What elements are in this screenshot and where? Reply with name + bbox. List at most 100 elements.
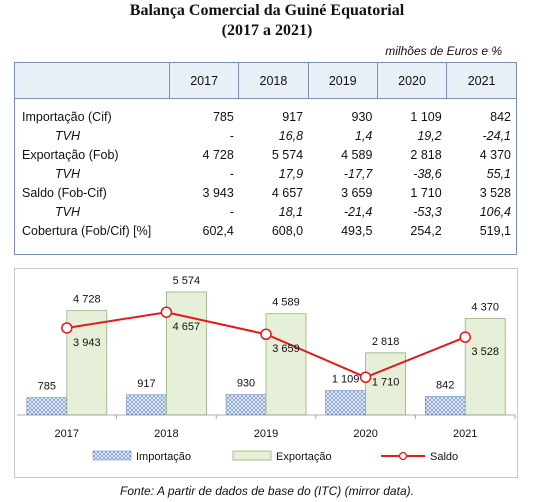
label-exportacao: 2 818: [372, 336, 400, 348]
table-cell: -17,7: [343, 166, 373, 181]
label-exportacao: 5 574: [173, 275, 201, 287]
header-year: 2017: [168, 63, 239, 99]
label-exportacao: 4 589: [272, 297, 300, 309]
row-label: Importação (Cif): [22, 109, 112, 124]
table-spacer-row: [15, 99, 516, 108]
bar-importacao: [424, 396, 466, 416]
legend-swatch-exportacao: [232, 450, 272, 461]
bar-exportacao: [66, 310, 108, 416]
table-cell: 493,5: [341, 223, 373, 238]
x-axis-tick-label: 2021: [453, 428, 477, 440]
label-importacao: 1 109: [332, 374, 360, 386]
table-cell: 18,1: [278, 204, 304, 219]
label-importacao: 785: [38, 381, 56, 393]
table-cell: 930: [351, 109, 373, 124]
table-cell: 19,2: [417, 128, 442, 143]
table-cell: 1 109: [410, 109, 442, 124]
source-note: Fonte: A partir de dados de base do (ITC…: [120, 484, 414, 498]
bar-importacao: [325, 390, 366, 416]
table-cell: 4 589: [341, 147, 373, 162]
table-cell: 1 710: [410, 185, 442, 200]
label-saldo: 3 528: [471, 346, 499, 358]
x-axis-tick-label: 2018: [154, 428, 178, 440]
saldo-point: [459, 331, 471, 343]
table-cell: -21,4: [343, 204, 373, 219]
table-cell: -: [229, 128, 234, 143]
trade-balance-table: 2017 2018 2019 2020 2021 Importação (Cif…: [14, 62, 517, 255]
table-row: Cobertura (Fob/Cif) [%] 602,4 608,0 493,5 25…: [15, 221, 516, 240]
table-cell: -53,3: [413, 204, 442, 219]
row-label: Saldo (Fob-Cif): [22, 185, 107, 200]
table-cell: 17,9: [278, 166, 304, 181]
label-importacao: 842: [436, 379, 454, 391]
table-cell: -24,1: [482, 128, 512, 143]
table-row-tvh: TVH - 17,9 -17,7 -38,6 55,1: [15, 164, 516, 183]
table-cell: 842: [490, 109, 511, 124]
table-title-line-1: Balança Comercial da Guiné Equatorial: [129, 2, 405, 19]
table-cell: -: [229, 166, 234, 181]
table-cell: 2 818: [410, 147, 442, 162]
label-exportacao: 4 370: [471, 302, 499, 314]
table-header-row: 2017 2018 2019 2020 2021: [15, 63, 516, 99]
bar-exportacao: [464, 318, 506, 416]
x-axis-tick-label: 2019: [254, 428, 278, 440]
table-cell: 1,4: [355, 128, 373, 143]
table-cell: 106,4: [479, 204, 511, 219]
table-cell: -38,6: [413, 166, 442, 181]
header-year: 2020: [376, 63, 447, 99]
label-saldo: 1 710: [372, 376, 400, 388]
table-cell: 519,1: [479, 223, 511, 238]
saldo-point: [359, 371, 372, 384]
label-saldo: 3 943: [73, 337, 101, 349]
legend-label-saldo: Saldo: [430, 451, 458, 463]
table-title-line-2: (2017 a 2021): [221, 22, 313, 39]
table-cell: 16,8: [278, 128, 304, 143]
row-label: TVH: [55, 204, 80, 219]
table-cell: 254,2: [410, 223, 442, 238]
bar-importacao: [126, 394, 167, 416]
table-row-tvh: TVH - 16,8 1,4 19,2 -24,1: [15, 126, 516, 145]
table-row-tvh: TVH - 18,1 -21,4 -53,3 106,4: [15, 202, 516, 221]
saldo-point: [61, 322, 73, 334]
row-label: Cobertura (Fob/Cif) [%]: [22, 223, 152, 238]
table-cell: 3 659: [341, 185, 373, 200]
table-cell: 917: [282, 109, 304, 124]
header-year: 2021: [446, 63, 516, 99]
table-row: Importação (Cif) 785 917 930 1 109 842: [15, 107, 516, 126]
trade-balance-chart: 785 4 728 2017 917 5 574 2018 930 4 589 2019 1 10…: [14, 268, 518, 478]
table-cell: 4 370: [479, 147, 511, 162]
legend-swatch-saldo-marker: [398, 451, 408, 461]
label-saldo: 3 659: [272, 343, 300, 355]
row-label: Exportação (Fob): [22, 147, 119, 162]
label-importacao: 930: [237, 377, 255, 389]
table-cell: 3 943: [202, 185, 234, 200]
legend-swatch-importacao: [92, 450, 132, 461]
table-cell: 608,0: [271, 223, 304, 238]
header-year: 2018: [238, 63, 309, 99]
row-label: TVH: [55, 166, 80, 181]
bar-importacao: [26, 397, 68, 416]
table-cell: -: [229, 204, 234, 219]
saldo-point: [160, 306, 173, 318]
table-body: Importação (Cif) 785 917 930 1 109 842 TVH - 16,…: [15, 99, 516, 241]
label-importacao: 917: [137, 378, 155, 390]
table-cell: 4 657: [271, 185, 304, 200]
chart-svg: 785 4 728 2017 917 5 574 2018 930 4 589 2019 1 10…: [17, 275, 516, 463]
table-cell: 785: [212, 109, 234, 124]
table-row: Exportação (Fob) 4 728 5 574 4 589 2 818 4 37…: [15, 145, 516, 164]
row-label: TVH: [55, 128, 80, 143]
header-empty-cell: [15, 63, 170, 99]
units-note: milhões de Euros e %: [385, 44, 502, 58]
table-cell: 4 728: [202, 147, 234, 162]
saldo-point: [260, 328, 272, 340]
label-saldo: 4 657: [173, 321, 201, 333]
table-row: Saldo (Fob-Cif) 3 943 4 657 3 659 1 710 3 528: [15, 183, 516, 202]
bar-importacao: [225, 394, 267, 416]
table-cell: 3 528: [479, 185, 511, 200]
bar-exportacao: [165, 291, 207, 416]
table-cell: 602,4: [202, 223, 234, 238]
label-exportacao: 4 728: [73, 294, 101, 306]
bar-exportacao: [265, 313, 307, 416]
table-cell: 5 574: [271, 147, 304, 162]
header-year: 2019: [307, 63, 378, 99]
